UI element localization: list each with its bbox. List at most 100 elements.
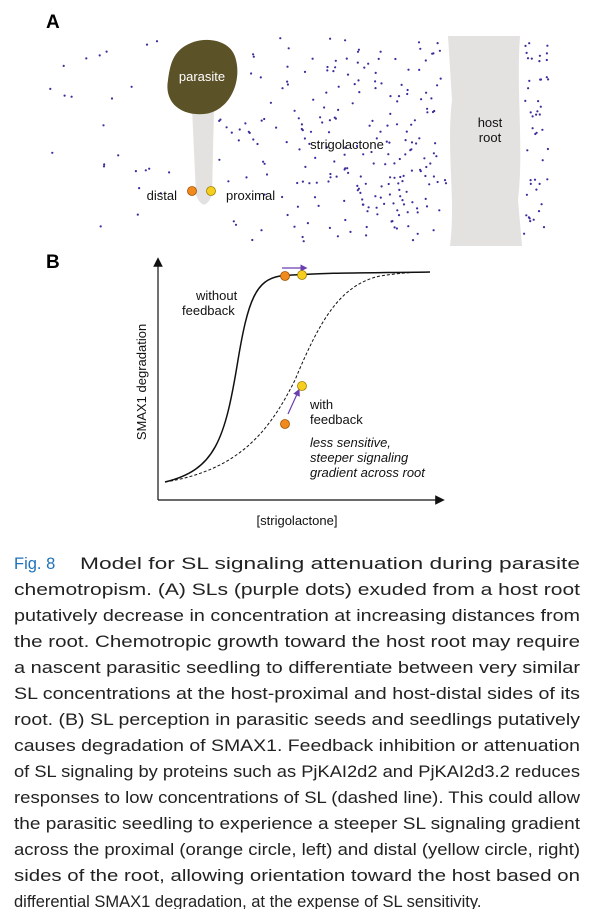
sl-dot	[370, 150, 373, 154]
sl-dot	[117, 154, 120, 157]
caption-label: Fig. 8	[14, 555, 55, 573]
sl-dot	[410, 141, 414, 144]
sl-dot	[51, 151, 54, 154]
sl-dot	[415, 142, 418, 145]
caption-line: chemotropism. (A) SLs (purple dots) exud…	[14, 581, 581, 599]
sl-dot	[279, 37, 282, 40]
x-axis-label: [strigolactone]	[257, 513, 338, 528]
sl-dot	[368, 124, 371, 127]
sl-dot	[365, 225, 368, 229]
sl-dot	[303, 70, 307, 73]
sl-dot	[405, 130, 408, 133]
sl-dot	[429, 162, 432, 165]
sl-dot	[393, 226, 396, 229]
sl-dot	[218, 119, 221, 122]
sl-dot	[389, 95, 392, 98]
sl-dot	[362, 153, 365, 156]
sl-dot	[356, 189, 359, 192]
note: gradient across root	[310, 465, 426, 480]
sl-dot	[227, 180, 230, 183]
sl-dot	[359, 191, 362, 194]
sl-dot	[379, 196, 382, 199]
sl-dot	[357, 48, 360, 51]
sl-dot	[530, 57, 533, 60]
sl-dot	[374, 71, 377, 74]
caption: Model for SL signaling attenuation durin…	[14, 555, 581, 909]
sl-dot	[545, 58, 548, 62]
sl-dot	[238, 128, 241, 131]
sl-dot	[260, 229, 263, 232]
sl-dot	[286, 213, 289, 217]
sl-dot	[432, 229, 435, 232]
sl-dot	[252, 138, 255, 141]
sl-dot	[387, 153, 390, 156]
sl-dot	[401, 180, 404, 183]
distal-label: distal	[147, 188, 177, 203]
sl-dot	[302, 240, 305, 243]
sl-dot	[234, 223, 238, 226]
sl-dot	[364, 182, 367, 185]
sl-dot	[393, 162, 396, 165]
sl-dot	[529, 182, 532, 185]
sl-dot	[388, 193, 391, 196]
sl-dot	[411, 201, 414, 204]
sl-dot	[359, 175, 362, 178]
sl-dot	[311, 57, 314, 60]
sl-dot	[399, 195, 402, 198]
sl-dot	[297, 117, 300, 120]
sl-dot	[366, 210, 369, 213]
sl-dots	[49, 37, 550, 243]
sl-dot	[372, 162, 375, 165]
sl-dot	[358, 91, 361, 94]
sl-dot	[386, 124, 389, 127]
sl-dot	[436, 180, 439, 184]
sl-dot	[529, 220, 532, 223]
sl-dot	[256, 142, 259, 146]
sl-dot	[538, 182, 541, 185]
sl-dot	[524, 44, 527, 48]
sl-dot	[244, 122, 247, 125]
sl-dot	[527, 216, 531, 219]
sl-dot	[546, 178, 549, 181]
sl-dot	[293, 225, 296, 228]
sl-dot	[362, 203, 365, 206]
sl-dot	[103, 163, 106, 166]
curve-label: with	[309, 397, 333, 412]
sl-dot	[438, 209, 441, 212]
sl-dot	[387, 182, 390, 186]
sl-dot	[344, 39, 347, 42]
sl-dot	[438, 49, 441, 52]
sl-dot	[541, 128, 544, 131]
sl-dot	[380, 82, 383, 85]
sl-dot	[344, 218, 347, 222]
sl-dot	[356, 61, 359, 64]
caption-line: across the proximal (orange circle, left…	[14, 841, 580, 859]
sl-dot	[416, 211, 419, 214]
sl-dot	[301, 180, 304, 183]
sl-dot	[285, 141, 288, 144]
sl-dot	[546, 44, 549, 47]
sl-dot	[374, 87, 377, 90]
parasite-label: parasite	[179, 69, 225, 84]
sl-dot	[380, 185, 383, 188]
sl-dot	[531, 127, 534, 130]
sl-dot	[356, 184, 359, 187]
sl-dot	[98, 54, 101, 57]
sl-dot	[410, 148, 413, 151]
sl-dot	[328, 119, 331, 122]
sl-dot	[327, 180, 330, 183]
sl-dot	[361, 198, 364, 201]
sl-dot	[410, 169, 413, 172]
sl-dot	[525, 51, 528, 55]
sl-dot	[148, 167, 151, 170]
sl-dot	[344, 167, 347, 170]
sl-dot	[420, 98, 423, 101]
sl-dot	[355, 144, 359, 148]
sl-dot	[357, 79, 360, 82]
sl-dot	[529, 111, 532, 114]
sl-dot	[377, 57, 380, 61]
sl-dot	[535, 113, 538, 116]
sl-dot	[301, 129, 304, 132]
sl-dot	[287, 47, 290, 50]
panel-label: A	[46, 12, 60, 33]
